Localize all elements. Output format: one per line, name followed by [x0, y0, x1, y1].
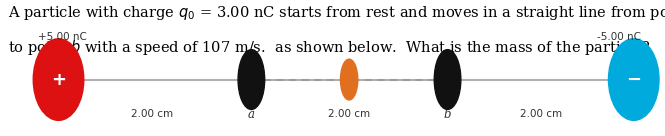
Text: 2.00 cm: 2.00 cm	[328, 109, 370, 119]
Text: +: +	[51, 71, 66, 89]
Text: b: b	[444, 108, 452, 121]
Ellipse shape	[340, 59, 358, 100]
Text: A particle with charge $q_0$ = 3.00 nC starts from rest and moves in a straight : A particle with charge $q_0$ = 3.00 nC s…	[8, 4, 665, 22]
Text: +5.00 nC: +5.00 nC	[38, 32, 86, 42]
Text: 2.00 cm: 2.00 cm	[519, 109, 562, 119]
Ellipse shape	[608, 39, 659, 120]
Ellipse shape	[33, 39, 84, 120]
Text: a: a	[248, 108, 255, 121]
Text: 2.00 cm: 2.00 cm	[130, 109, 173, 119]
Ellipse shape	[434, 50, 461, 109]
Ellipse shape	[238, 50, 265, 109]
Text: −: −	[626, 71, 641, 89]
Text: -5.00 nC: -5.00 nC	[597, 32, 641, 42]
Text: to point $b$ with a speed of 107 m/s.  as shown below.  What is the mass of the : to point $b$ with a speed of 107 m/s. as…	[8, 38, 650, 57]
